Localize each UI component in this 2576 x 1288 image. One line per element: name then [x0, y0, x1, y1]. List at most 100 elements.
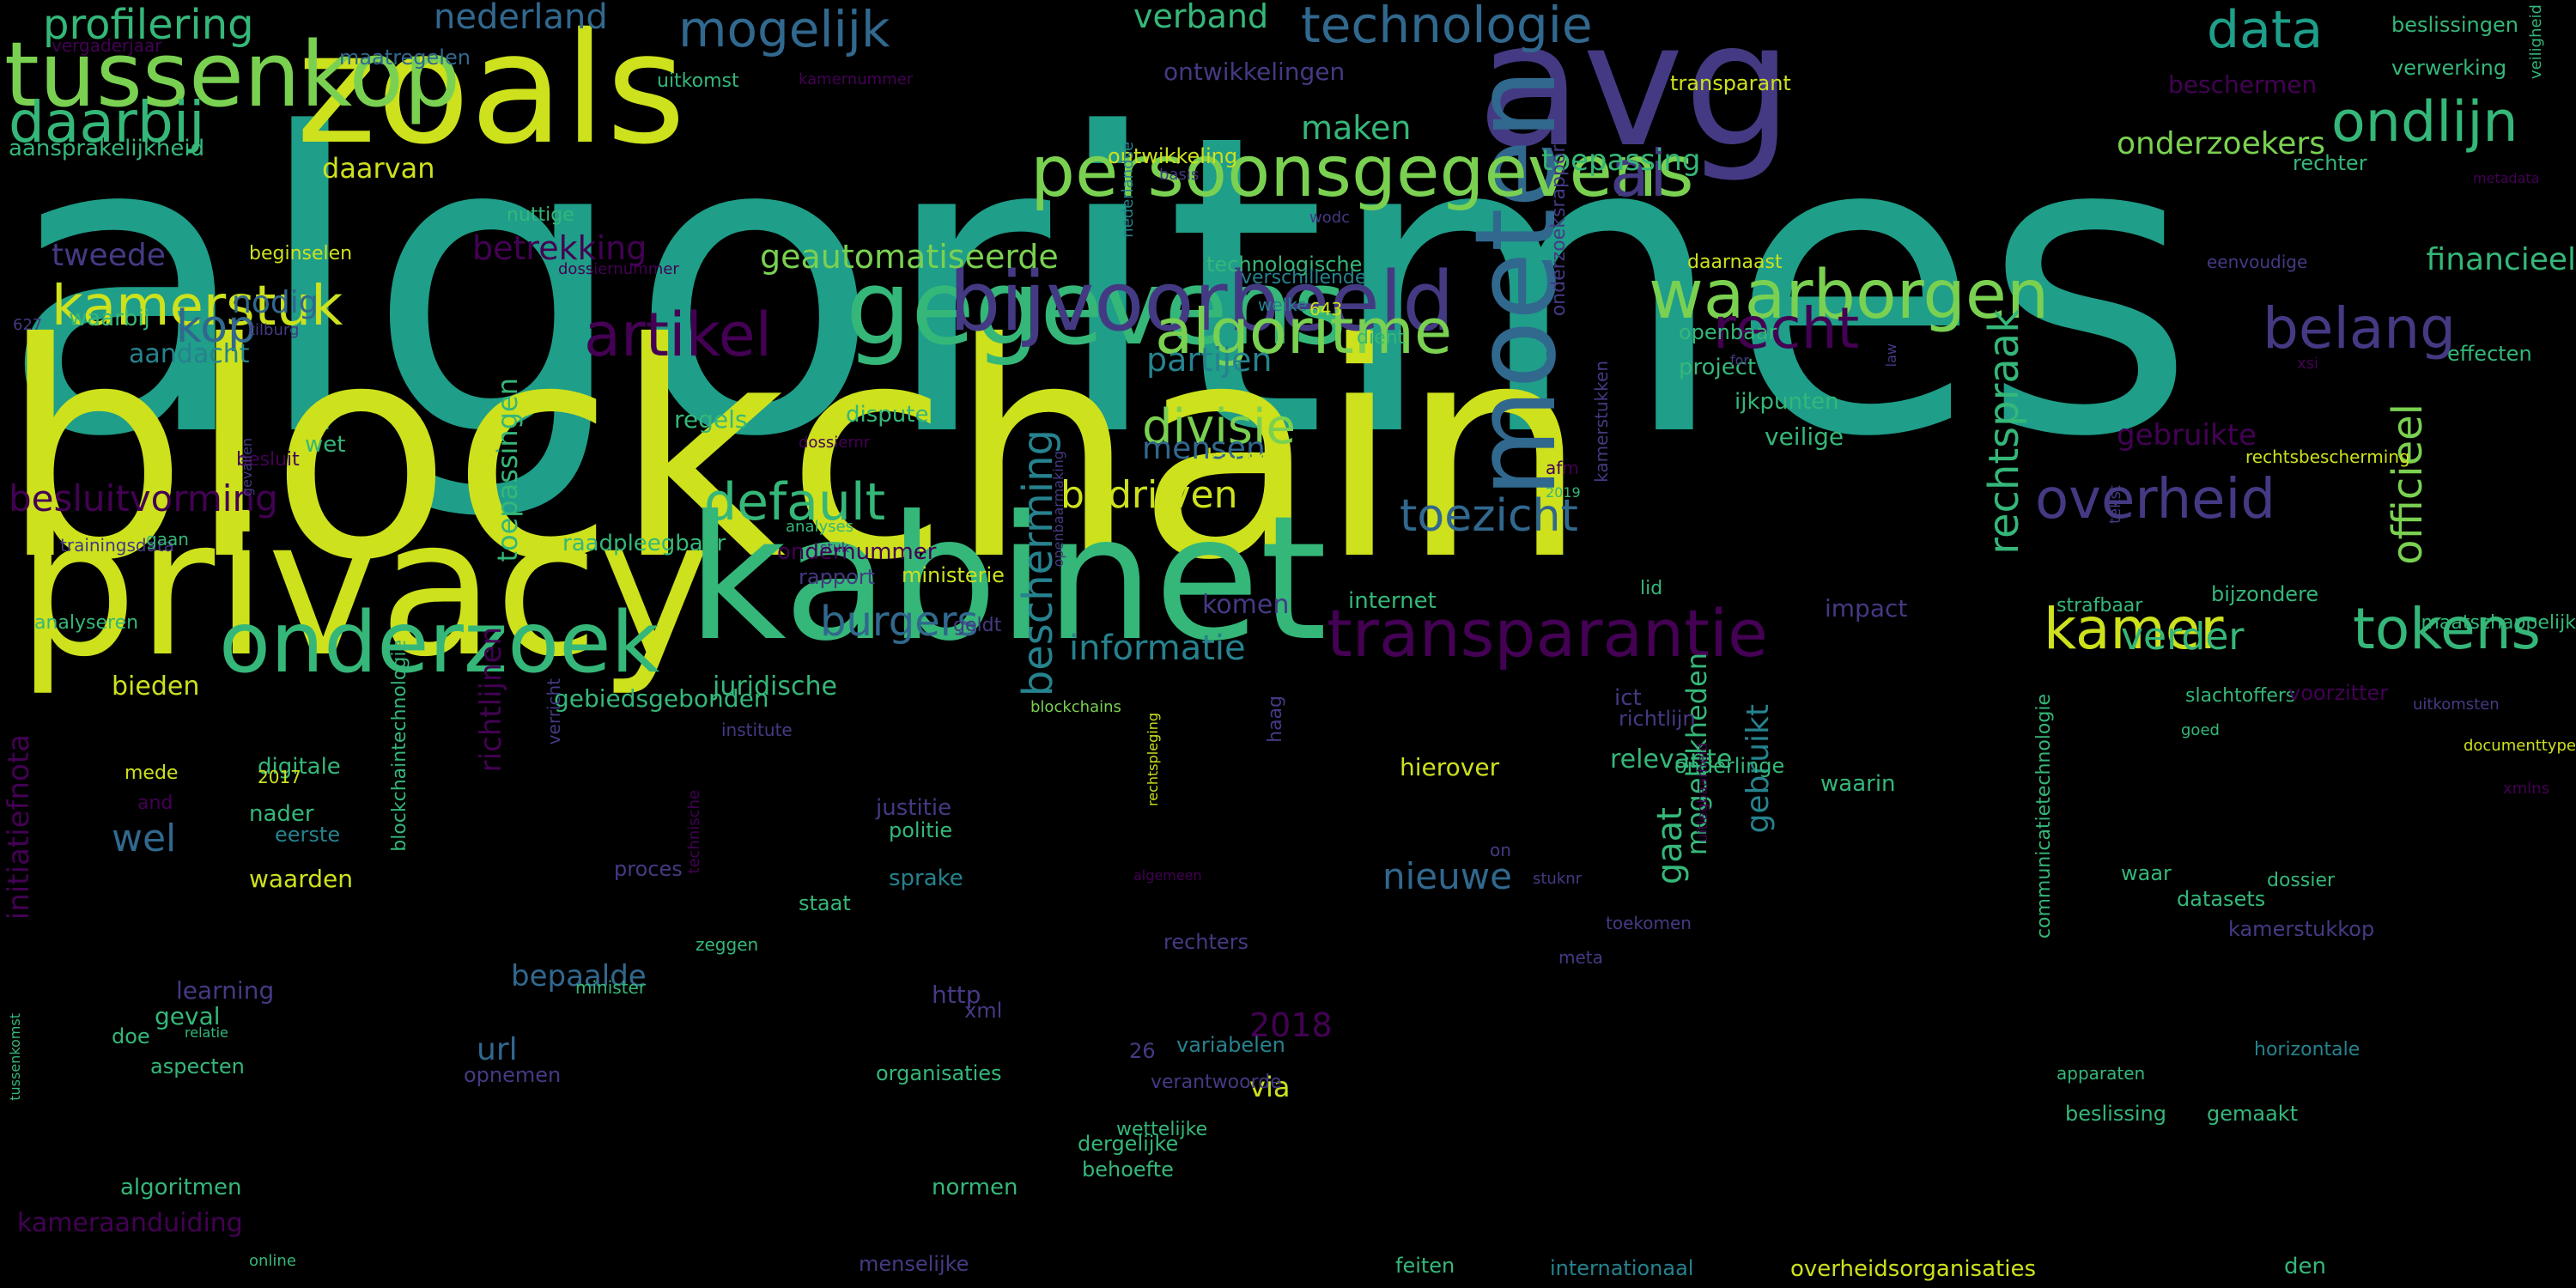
word-nederland: nederland: [434, 0, 608, 37]
word-communicatietechnologie: communicatietechnologie: [2033, 694, 2055, 939]
word-ondernummer: ondernummer: [777, 539, 937, 565]
word-richtlijnen: richtlijnen: [474, 627, 508, 773]
word-bedrijven: bedrijven: [1060, 473, 1238, 517]
word-blockchaintechnologie: blockchaintechnologie: [389, 640, 410, 852]
word-beslissing: beslissing: [2065, 1102, 2166, 1126]
word-partijen: partijen: [1146, 341, 1273, 379]
word-rechtsbescherming: rechtsbescherming: [2245, 447, 2410, 467]
word-wettelijke: wettelijke: [1116, 1119, 1208, 1140]
word-643: 643: [1309, 299, 1343, 319]
word-xml: xml: [964, 999, 1003, 1023]
word-dispute: dispute: [846, 402, 929, 428]
word-maken: maken: [1301, 109, 1412, 147]
word-officieel: officieel: [2384, 404, 2432, 565]
word-url: url: [477, 1032, 518, 1067]
word-relevante: relevante: [1610, 744, 1733, 775]
word-for: for: [1730, 352, 1749, 368]
word-kamerstukkop: kamerstukkop: [2228, 917, 2375, 941]
word-minister: minister: [575, 977, 647, 998]
word-aspecten: aspecten: [150, 1054, 245, 1078]
word-ict: ict: [1614, 685, 1642, 711]
word-relatie: relatie: [185, 1024, 228, 1041]
word-ontwikkeling: ontwikkeling: [1108, 144, 1238, 168]
word-kop: kop: [176, 301, 257, 353]
word-slachtoffers: slachtoffers: [2185, 685, 2296, 707]
word-tussenkop: tussenkop: [4, 22, 461, 127]
word-nodig: nodig: [232, 285, 319, 320]
word-toekomen: toekomen: [1606, 913, 1692, 933]
word-persoonsgegevens: persoonsgegevens: [1030, 131, 1694, 213]
word-toezicht: toezicht: [1400, 490, 1578, 542]
word-den: den: [2284, 1254, 2326, 1279]
word-effecten: effecten: [2447, 342, 2532, 366]
word-bepaalde: bepaalde: [511, 959, 647, 993]
word-basis: basis: [1159, 166, 1200, 184]
word-opnemen: opnemen: [464, 1063, 562, 1087]
word-impact: impact: [1825, 594, 1908, 623]
word-online: online: [249, 1252, 296, 1270]
word-institute: institute: [721, 720, 793, 740]
word-via: via: [1249, 1071, 1291, 1103]
word-on: on: [1490, 840, 1511, 860]
word-nieuwe: nieuwe: [1382, 855, 1512, 897]
word-wet: wet: [305, 432, 346, 458]
word-http: http: [932, 981, 981, 1009]
word-tekst: tekst: [2106, 485, 2124, 524]
word-daarvan: daarvan: [322, 152, 435, 185]
word-artikel: artikel: [584, 300, 773, 370]
word-staat: staat: [799, 891, 851, 915]
word-wel: wel: [112, 817, 177, 860]
word-ministerie: ministerie: [902, 563, 1005, 587]
word-waarden: waarden: [249, 865, 353, 893]
word-kansen: kansen: [1206, 445, 1287, 471]
word-blockchain: blockchain: [0, 281, 1589, 625]
word-zoals: zoals: [296, 0, 686, 178]
word-tweede: tweede: [52, 238, 166, 273]
word-beginselen: beginselen: [249, 243, 353, 264]
word-mogelijk: mogelijk: [678, 0, 890, 58]
word-onderzoekers: onderzoekers: [2117, 126, 2325, 161]
word-gaan: gaan: [146, 529, 189, 550]
word-verder: verder: [2121, 615, 2245, 659]
word-rechter: rechter: [2293, 151, 2367, 175]
word-gevallen: gevallen: [239, 438, 255, 497]
word-juridische: juridische: [713, 671, 837, 702]
word-uitkomsten: uitkomsten: [2413, 696, 2500, 714]
word-trainingsdata: trainingsdata: [60, 535, 174, 556]
word-tilburg: tilburg: [249, 321, 300, 339]
word-ontwikkelingen: ontwikkelingen: [1163, 58, 1346, 86]
word-daarbij: daarbij: [9, 89, 205, 155]
word-gebiedsgebonden: gebiedsgebonden: [554, 684, 769, 713]
word-geval: geval: [155, 1002, 221, 1030]
word-horizontale: horizontale: [2254, 1039, 2360, 1060]
word-onderzoeksrapport: onderzoeksrapport: [1548, 137, 1570, 317]
word-rechters: rechters: [1163, 930, 1249, 954]
word-informatie: informatie: [1069, 629, 1246, 668]
word-gemaakt: gemaakt: [2207, 1102, 2299, 1126]
word-verricht: verricht: [544, 678, 564, 745]
word-maatschappelijk: maatschappelijk: [2421, 612, 2576, 634]
word-kamer: kamer: [2044, 596, 2224, 662]
word-doe: doe: [112, 1024, 150, 1048]
word-kabinet: kabinet: [687, 479, 1327, 679]
word-overheid: overheid: [2035, 468, 2275, 532]
word-datasets: datasets: [2177, 887, 2266, 911]
word-besluitvorming: besluitvorming: [9, 477, 278, 519]
word-belang: belang: [2263, 295, 2457, 361]
word-uitlegbaarheid: uitlegbaarheid: [1694, 743, 1710, 842]
word-dossiernr: dossiernr: [799, 434, 871, 452]
word-metadata: metadata: [2473, 170, 2540, 186]
word-vergaderjaar: vergaderjaar: [52, 35, 162, 56]
word-analyseren: analyseren: [34, 612, 139, 634]
word-burgers: burgers: [820, 598, 979, 646]
word-26: 26: [1129, 1039, 1156, 1063]
word-kameraanduiding: kameraanduiding: [17, 1208, 243, 1238]
word-verband: verband: [1133, 0, 1269, 35]
word-normen: normen: [932, 1175, 1018, 1200]
word-627: 627: [13, 316, 43, 334]
word-tokens: tokens: [2353, 596, 2541, 662]
word-2019: 2019: [1546, 484, 1581, 501]
word-stuk: stuk: [820, 539, 850, 556]
word-algoritmes: algoritmes: [0, 47, 2196, 527]
word-betrekking: betrekking: [472, 229, 647, 267]
